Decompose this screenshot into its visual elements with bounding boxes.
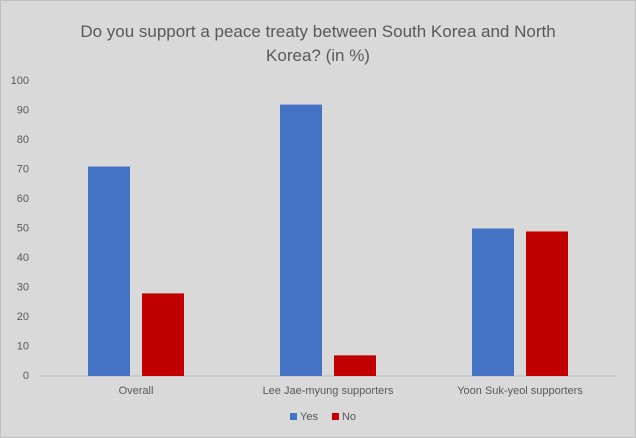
- y-tick-label: 100: [11, 75, 29, 87]
- legend-swatch: [290, 413, 297, 420]
- x-tick-label: Lee Jae-myung supporters: [263, 385, 394, 397]
- y-tick-label: 90: [17, 104, 29, 116]
- y-tick-label: 60: [17, 193, 29, 205]
- y-tick-label: 40: [17, 252, 29, 264]
- chart-title: Do you support a peace treaty between So…: [80, 22, 556, 65]
- y-tick-label: 10: [17, 340, 29, 352]
- x-tick-label: Yoon Suk-yeol supporters: [457, 385, 583, 397]
- y-tick-label: 50: [17, 222, 29, 234]
- bar: [526, 231, 568, 376]
- y-tick-label: 30: [17, 281, 29, 293]
- y-tick-label: 0: [23, 370, 29, 382]
- legend-label: Yes: [300, 411, 318, 423]
- y-tick-label: 80: [17, 134, 29, 146]
- bar: [88, 166, 130, 376]
- bar: [334, 355, 376, 376]
- bar: [280, 104, 322, 376]
- x-tick-label: Overall: [119, 385, 154, 397]
- y-tick-label: 70: [17, 163, 29, 175]
- y-tick-label: 20: [17, 311, 29, 323]
- legend-label: No: [342, 411, 356, 423]
- bar: [142, 293, 184, 376]
- bar: [472, 228, 514, 376]
- legend-swatch: [331, 413, 339, 420]
